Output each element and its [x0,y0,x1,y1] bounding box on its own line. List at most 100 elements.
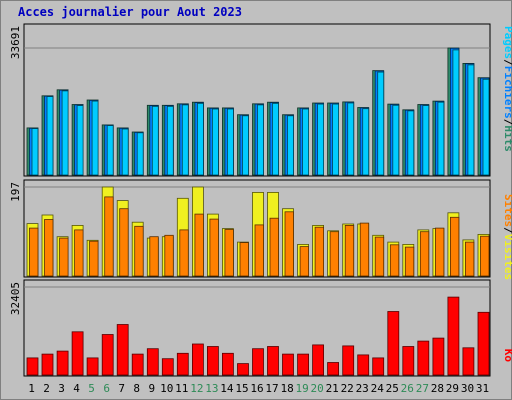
panel-middle-max-label: 197 [9,182,22,202]
bar-pages-7 [121,128,129,176]
bar-ko-24 [372,357,385,376]
bar-ko-19 [297,353,310,376]
bar-ko-28 [432,337,445,376]
bar-sites-23 [359,222,370,277]
x-tick-label-17: 17 [265,382,278,395]
bar-pages-26 [407,110,415,176]
x-tick-label-2: 2 [43,382,50,395]
bar-pages-17 [272,103,279,176]
panel-bottom-legend-label: Ko [502,349,512,363]
bar-sites-18 [284,211,294,277]
panel-top-legend-label: Pages/Fichiers/Hits [502,26,512,152]
x-tick-label-9: 9 [148,382,155,395]
bar-pages-14 [226,108,234,176]
bar-pages-4 [76,105,84,176]
panel-top-frame [23,23,491,177]
bar-sites-2 [44,219,54,277]
bar-ko-13 [206,346,219,376]
x-tick-label-15: 15 [235,382,248,395]
bar-pages-22 [347,102,355,176]
legend-segment-top-3: / [502,119,512,126]
bar-pages-28 [437,101,445,176]
x-tick-label-28: 28 [431,382,444,395]
x-tick-label-13: 13 [205,382,218,395]
bar-pages-6 [106,125,114,176]
bar-sites-12 [194,213,204,277]
bar-pages-16 [257,104,264,176]
panel-middle-legend-label: Sites/Visites [502,194,512,280]
bar-ko-15 [237,363,249,376]
bar-pages-29 [452,49,460,176]
bar-sites-1 [29,227,39,277]
panel-top-max-label: 33691 [9,26,22,59]
bar-sites-4 [74,229,84,277]
x-tick-label-6: 6 [103,382,110,395]
bar-ko-6 [101,334,114,376]
legend-segment-middle-0: Sites [502,194,512,227]
bar-pages-24 [377,71,385,176]
bar-pages-9 [151,106,159,176]
bar-ko-17 [267,346,279,376]
legend-segment-middle-1: / [502,227,512,234]
panel-middle-frame [23,179,491,278]
bar-sites-8 [134,225,144,277]
legend-segment-top-0: Pages [502,26,512,59]
bar-ko-18 [282,353,294,376]
bar-sites-24 [374,236,385,277]
panel-bottom-max-label: 32405 [9,282,22,315]
bar-pages-21 [332,103,340,176]
legend-segment-top-4: Hits [502,125,512,152]
bar-sites-17 [269,217,279,277]
legend-segment-middle-2: Visites [502,234,512,280]
bar-pages-31 [482,78,490,176]
bar-pages-10 [166,106,174,176]
x-tick-label-29: 29 [446,382,459,395]
x-tick-label-18: 18 [280,382,293,395]
x-tick-label-25: 25 [386,382,399,395]
x-tick-label-23: 23 [356,382,369,395]
bar-ko-7 [116,324,129,376]
bar-pages-12 [196,103,204,176]
bar-ko-14 [221,352,234,376]
bar-pages-13 [211,108,219,176]
bar-sites-29 [449,216,460,277]
bar-ko-16 [252,348,264,376]
x-tick-label-14: 14 [220,382,234,395]
bar-ko-26 [402,346,415,376]
bar-sites-31 [480,235,490,277]
bar-sites-15 [239,242,249,277]
panel-bottom-frame [23,279,491,377]
bar-ko-27 [417,340,430,376]
bar-pages-23 [362,108,370,176]
bar-pages-3 [61,90,69,176]
bar-sites-3 [59,237,69,277]
bar-sites-7 [119,208,129,277]
x-tick-label-10: 10 [160,382,173,395]
bar-ko-3 [56,350,69,376]
bar-ko-10 [161,358,174,376]
bar-sites-13 [209,218,219,277]
bar-ko-23 [357,354,370,376]
bar-sites-9 [149,236,159,277]
bar-sites-10 [164,234,174,277]
legend-segment-bottom-0: Ko [502,349,512,363]
x-tick-label-22: 22 [341,382,354,395]
x-tick-label-7: 7 [118,382,125,395]
bar-ko-25 [387,311,400,376]
legend-segment-top-2: Fichiers [502,66,512,119]
bar-pages-5 [91,100,99,176]
bar-ko-1 [26,357,39,376]
bar-ko-21 [327,362,340,376]
bar-sites-19 [299,246,310,277]
x-tick-label-11: 11 [175,382,188,395]
bar-sites-6 [104,196,114,277]
x-tick-label-16: 16 [250,382,263,395]
bar-pages-1 [31,128,39,176]
bar-ko-22 [342,345,355,376]
bar-sites-27 [419,231,430,277]
x-tick-label-26: 26 [401,382,414,395]
bar-ko-2 [41,353,54,376]
x-tick-label-5: 5 [88,382,95,395]
bar-ko-4 [71,331,84,376]
